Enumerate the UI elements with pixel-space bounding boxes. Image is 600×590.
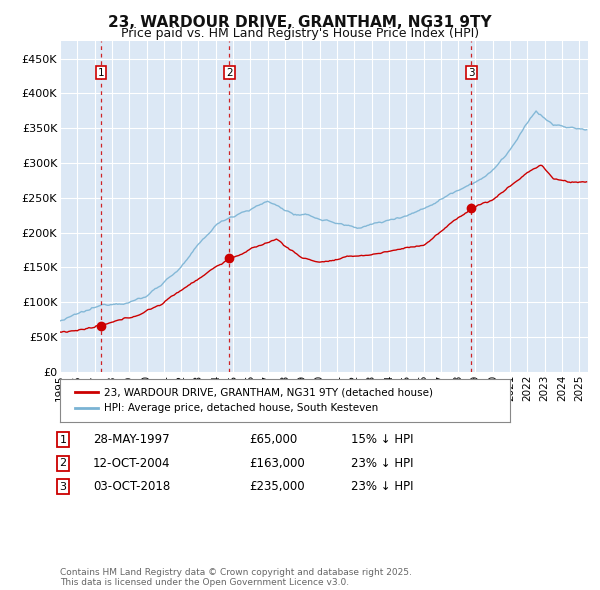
Text: 3: 3 xyxy=(468,68,475,78)
Text: 03-OCT-2018: 03-OCT-2018 xyxy=(93,480,170,493)
Text: 2: 2 xyxy=(59,458,67,468)
Text: 23% ↓ HPI: 23% ↓ HPI xyxy=(351,480,413,493)
Text: £163,000: £163,000 xyxy=(249,457,305,470)
Text: £65,000: £65,000 xyxy=(249,433,297,446)
Text: 15% ↓ HPI: 15% ↓ HPI xyxy=(351,433,413,446)
Text: 3: 3 xyxy=(59,482,67,491)
Text: 23% ↓ HPI: 23% ↓ HPI xyxy=(351,457,413,470)
Text: £235,000: £235,000 xyxy=(249,480,305,493)
Text: 12-OCT-2004: 12-OCT-2004 xyxy=(93,457,170,470)
Text: 23, WARDOUR DRIVE, GRANTHAM, NG31 9TY: 23, WARDOUR DRIVE, GRANTHAM, NG31 9TY xyxy=(108,15,492,30)
Text: 28-MAY-1997: 28-MAY-1997 xyxy=(93,433,170,446)
Text: 1: 1 xyxy=(59,435,67,444)
Text: 1: 1 xyxy=(98,68,104,78)
Text: 2: 2 xyxy=(226,68,233,78)
Text: Contains HM Land Registry data © Crown copyright and database right 2025.
This d: Contains HM Land Registry data © Crown c… xyxy=(60,568,412,587)
Legend: 23, WARDOUR DRIVE, GRANTHAM, NG31 9TY (detached house), HPI: Average price, deta: 23, WARDOUR DRIVE, GRANTHAM, NG31 9TY (d… xyxy=(70,382,438,419)
Text: Price paid vs. HM Land Registry's House Price Index (HPI): Price paid vs. HM Land Registry's House … xyxy=(121,27,479,40)
